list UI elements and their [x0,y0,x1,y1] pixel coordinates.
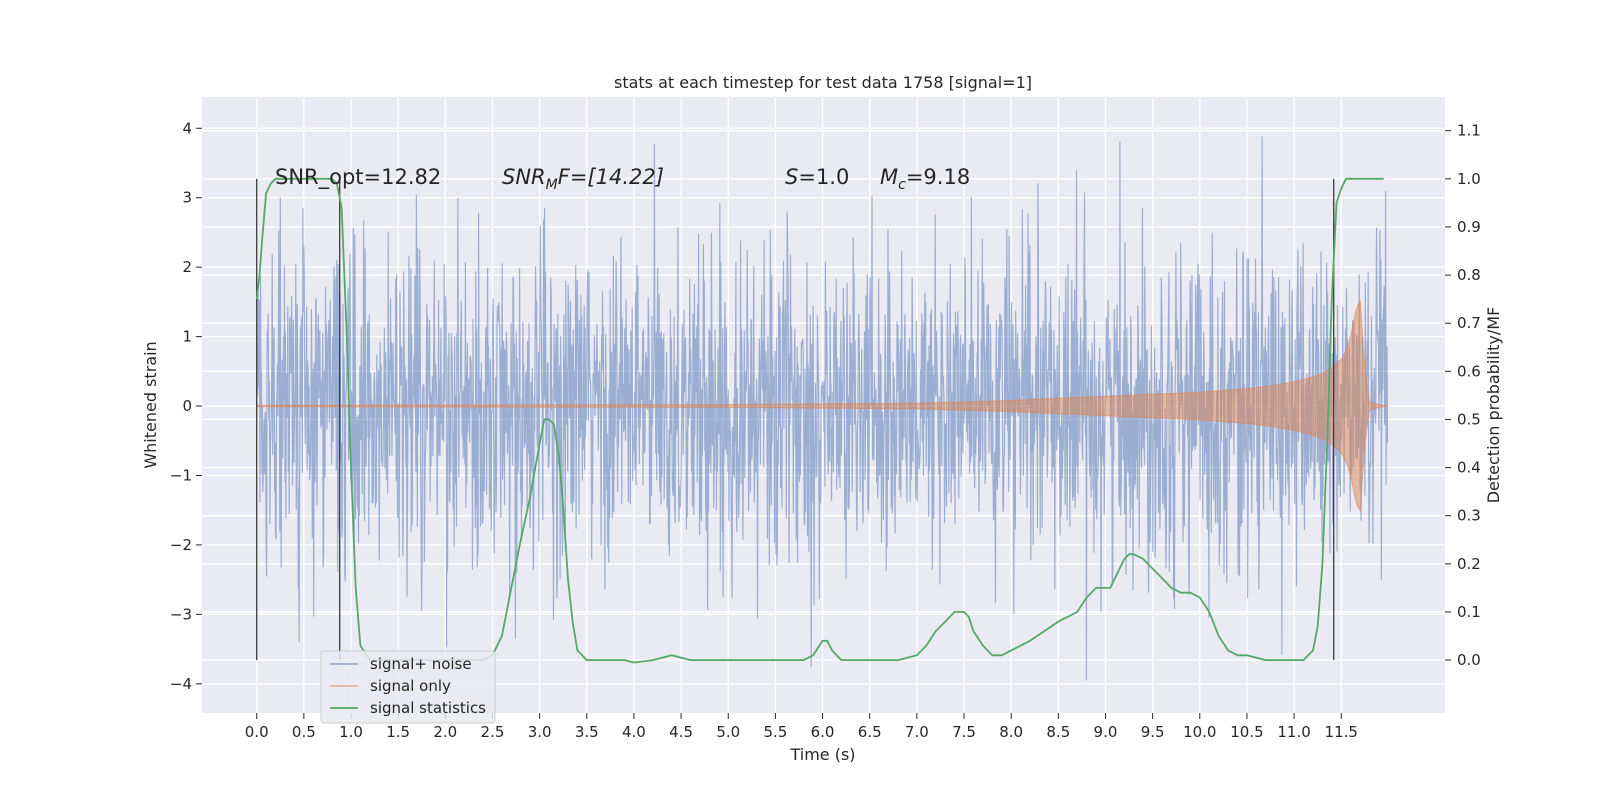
y2-tick-label: 1.1 [1457,122,1481,140]
y2-tick-label: 0.6 [1457,362,1481,380]
annotation-snr-mf: SNRMF=[14.22] [502,165,664,193]
y2-tick-label: 0.0 [1457,651,1481,669]
x-tick-label: 3.5 [575,723,599,741]
x-tick-label: 8.0 [999,723,1023,741]
x-tick-label: 9.5 [1141,723,1165,741]
y-tick-label: 2 [182,258,192,276]
x-axis-label: Time (s) [789,745,855,764]
signal-only-line [256,300,1388,512]
x-tick-label: 3.0 [528,723,552,741]
x-tick-label: 8.5 [1046,723,1070,741]
chart-title: stats at each timestep for test data 175… [614,73,1032,92]
x-tick-label: 1.5 [386,723,410,741]
annotation-mc: Mc=9.18 [880,165,970,193]
y2-tick-label: 1.0 [1457,170,1481,188]
y-tick-label: −3 [170,605,192,623]
y-axis-label: Whitened strain [141,341,160,468]
x-tick-label: 11.0 [1277,723,1310,741]
x-tick-label: 10.5 [1230,723,1263,741]
y-tick-label: −4 [170,675,192,693]
y2-tick-label: 0.3 [1457,507,1481,525]
x-tick-label: 0.0 [245,723,269,741]
x-tick-label: 10.0 [1183,723,1216,741]
x-tick-label: 7.5 [952,723,976,741]
y2-tick-label: 0.5 [1457,410,1481,428]
legend-label-signal-only: signal only [370,677,451,695]
y-tick-label: 3 [182,189,192,207]
y2-tick-label: 0.4 [1457,459,1481,477]
y2-tick-label: 0.8 [1457,266,1481,284]
y2-tick-label: 0.1 [1457,603,1481,621]
x-tick-label: 2.0 [433,723,457,741]
legend-label-signal-plus-noise: signal+ noise [370,655,472,673]
x-tick-label: 4.0 [622,723,646,741]
annotation-s: S=1.0 [785,165,849,189]
annotations: SNR_opt=12.82 SNRMF=[14.22] S=1.0 Mc=9.1… [275,165,970,193]
x-tick-label: 5.0 [716,723,740,741]
y2-axis-label: Detection probability/MF [1484,307,1503,504]
y-tick-label: 0 [182,397,192,415]
left-axis-ticks: −4 −3 −2 −1 0 1 2 3 4 [170,119,202,693]
x-tick-label: 6.5 [858,723,882,741]
y2-tick-label: 0.9 [1457,218,1481,236]
legend-box [320,650,496,724]
y-tick-label: 4 [182,119,192,137]
y2-tick-label: 0.7 [1457,314,1481,332]
x-tick-label: 4.5 [669,723,693,741]
x-tick-label: 6.0 [811,723,835,741]
x-tick-label: 9.0 [1094,723,1118,741]
y-tick-label: 1 [182,328,192,346]
annotation-snr-opt: SNR_opt=12.82 [275,165,441,190]
x-tick-label: 1.0 [339,723,363,741]
x-tick-label: 0.5 [292,723,316,741]
legend-label-signal-statistics: signal statistics [370,699,486,717]
x-tick-label: 11.5 [1325,723,1358,741]
x-tick-label: 7.0 [905,723,929,741]
right-axis-ticks: 0.0 0.1 0.2 0.3 0.4 0.5 0.6 0.7 0.8 0.9 1.0 1.1 [1445,122,1481,669]
x-tick-label: 5.5 [763,723,787,741]
series-signal-only [256,300,1388,512]
bottom-axis-ticks: 0.0 0.5 1.0 1.5 2.0 2.5 3.0 3.5 4.0 4.5 5.0 5.5 6.0 6… [245,713,1358,741]
y-tick-label: −2 [170,536,192,554]
x-tick-label: 2.5 [481,723,505,741]
legend: signal+ noise signal only signal statist… [320,650,496,724]
y-tick-label: −1 [170,466,192,484]
y2-tick-label: 0.2 [1457,555,1481,573]
